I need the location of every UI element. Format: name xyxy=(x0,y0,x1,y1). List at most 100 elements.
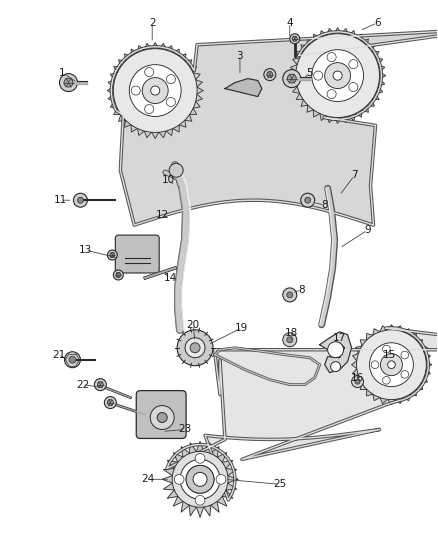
Text: 12: 12 xyxy=(155,210,169,220)
Circle shape xyxy=(267,71,273,78)
Circle shape xyxy=(371,361,379,368)
Circle shape xyxy=(145,104,154,114)
Circle shape xyxy=(186,465,214,493)
Circle shape xyxy=(287,337,293,343)
Text: 17: 17 xyxy=(333,333,346,343)
Text: 19: 19 xyxy=(235,323,248,333)
Circle shape xyxy=(180,459,220,499)
Circle shape xyxy=(331,362,341,372)
Circle shape xyxy=(110,253,115,257)
Circle shape xyxy=(370,343,413,386)
Circle shape xyxy=(145,68,154,77)
Polygon shape xyxy=(167,328,438,500)
Circle shape xyxy=(327,53,336,62)
Circle shape xyxy=(166,98,176,107)
Circle shape xyxy=(116,272,121,278)
Polygon shape xyxy=(107,43,203,139)
Circle shape xyxy=(195,454,205,463)
Text: 1: 1 xyxy=(59,68,66,78)
Circle shape xyxy=(129,64,181,117)
Circle shape xyxy=(355,379,360,384)
Circle shape xyxy=(301,193,314,207)
Circle shape xyxy=(196,475,204,483)
Text: 24: 24 xyxy=(141,474,155,484)
Circle shape xyxy=(95,378,106,391)
Circle shape xyxy=(312,50,364,101)
Text: 7: 7 xyxy=(351,170,358,180)
Circle shape xyxy=(193,472,207,486)
Circle shape xyxy=(64,352,81,368)
Text: 6: 6 xyxy=(374,18,381,28)
Circle shape xyxy=(64,78,73,87)
Circle shape xyxy=(264,69,276,80)
Circle shape xyxy=(113,49,197,132)
Circle shape xyxy=(166,75,176,84)
Circle shape xyxy=(107,250,117,260)
Circle shape xyxy=(349,60,358,69)
Circle shape xyxy=(113,270,124,280)
Circle shape xyxy=(177,330,213,366)
Circle shape xyxy=(287,292,293,298)
Text: 4: 4 xyxy=(286,18,293,28)
Text: 22: 22 xyxy=(76,379,89,390)
Text: 14: 14 xyxy=(163,273,177,283)
Polygon shape xyxy=(111,29,438,225)
Circle shape xyxy=(388,361,395,368)
Circle shape xyxy=(314,71,323,80)
FancyBboxPatch shape xyxy=(115,235,159,273)
Text: 5: 5 xyxy=(307,68,313,78)
Circle shape xyxy=(287,74,296,83)
FancyBboxPatch shape xyxy=(136,391,186,439)
Circle shape xyxy=(401,370,409,378)
Circle shape xyxy=(283,288,297,302)
Circle shape xyxy=(107,400,113,406)
Circle shape xyxy=(150,406,174,430)
Text: 25: 25 xyxy=(273,479,286,489)
Circle shape xyxy=(97,382,103,387)
Circle shape xyxy=(292,36,297,41)
Circle shape xyxy=(106,42,204,140)
Circle shape xyxy=(283,70,301,87)
Circle shape xyxy=(78,197,83,203)
Polygon shape xyxy=(225,78,262,96)
Circle shape xyxy=(60,74,78,92)
Text: 8: 8 xyxy=(298,285,305,295)
Polygon shape xyxy=(320,332,352,373)
Text: 11: 11 xyxy=(54,195,67,205)
Text: 3: 3 xyxy=(237,51,243,61)
Circle shape xyxy=(157,413,167,423)
Circle shape xyxy=(327,90,336,99)
Circle shape xyxy=(381,354,403,376)
Circle shape xyxy=(216,474,226,484)
Circle shape xyxy=(401,351,409,359)
Circle shape xyxy=(142,78,168,103)
Circle shape xyxy=(350,324,432,406)
Polygon shape xyxy=(162,441,238,517)
Circle shape xyxy=(382,345,390,353)
Circle shape xyxy=(305,197,311,203)
Text: 21: 21 xyxy=(52,350,65,360)
Circle shape xyxy=(69,356,76,363)
Text: 20: 20 xyxy=(187,320,200,330)
Text: 13: 13 xyxy=(79,245,92,255)
Text: 15: 15 xyxy=(383,350,396,360)
Circle shape xyxy=(186,465,214,493)
Circle shape xyxy=(283,333,297,347)
Polygon shape xyxy=(290,28,385,124)
Circle shape xyxy=(325,63,350,88)
Text: 9: 9 xyxy=(364,225,371,235)
Circle shape xyxy=(382,376,390,384)
Polygon shape xyxy=(352,325,431,405)
Text: 8: 8 xyxy=(321,200,328,210)
Circle shape xyxy=(151,86,160,95)
Text: 10: 10 xyxy=(162,175,175,185)
Text: 18: 18 xyxy=(285,328,298,338)
Circle shape xyxy=(296,34,379,117)
Circle shape xyxy=(174,474,184,484)
Text: 2: 2 xyxy=(149,18,155,28)
Circle shape xyxy=(190,343,200,353)
Circle shape xyxy=(289,27,386,124)
Circle shape xyxy=(160,439,240,519)
Circle shape xyxy=(104,397,117,409)
Circle shape xyxy=(357,330,426,400)
